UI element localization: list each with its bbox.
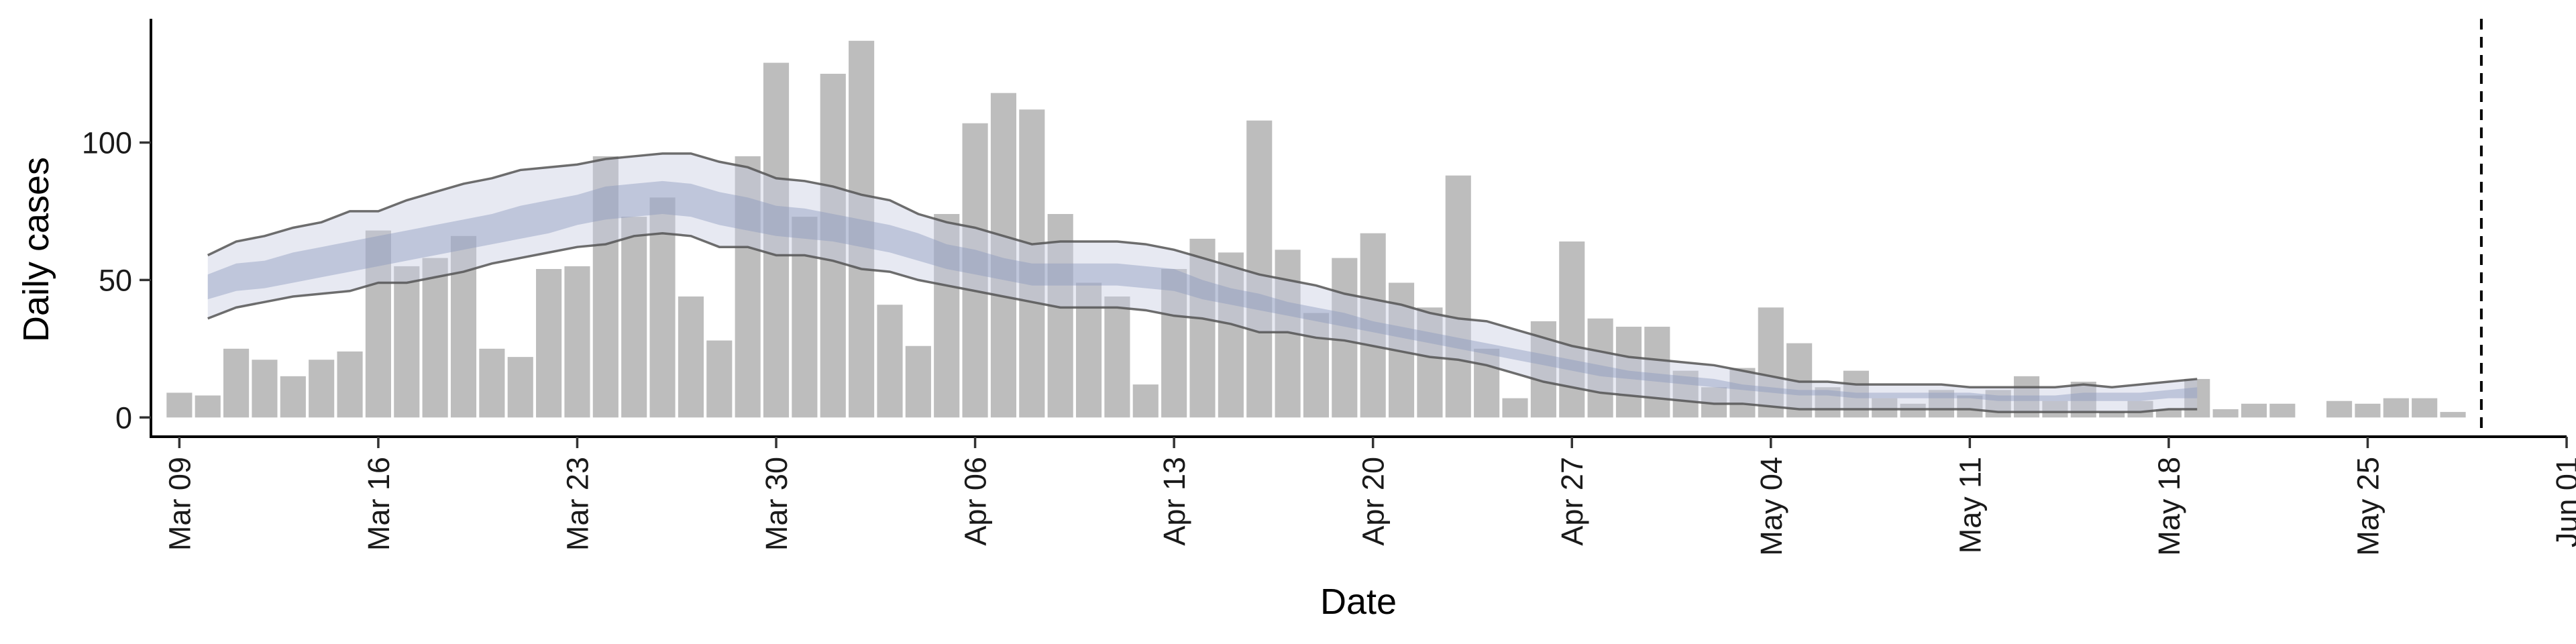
daily-case-bar <box>2042 400 2068 418</box>
daily-case-bar <box>2412 398 2438 418</box>
daily-case-bar <box>309 360 335 418</box>
daily-case-bar <box>820 73 846 418</box>
daily-case-bar <box>223 348 250 418</box>
x-tick-label: May 25 <box>2351 457 2385 556</box>
daily-case-bar <box>1218 252 1244 418</box>
daily-case-bar <box>2241 403 2267 418</box>
daily-case-bar <box>1474 348 1500 418</box>
daily-case-bar <box>1417 307 1443 418</box>
daily-case-bar <box>621 217 647 418</box>
daily-case-bar <box>564 266 590 418</box>
daily-case-bar <box>1104 296 1130 418</box>
daily-case-bar <box>2155 409 2182 418</box>
daily-case-bar <box>1758 307 1784 418</box>
daily-case-bar <box>166 392 193 418</box>
daily-case-bar <box>792 217 818 418</box>
x-tick-label: Apr 27 <box>1555 457 1589 546</box>
daily-case-bar <box>1957 395 1983 418</box>
daily-case-bar <box>905 345 931 418</box>
daily-case-bar <box>1019 109 1045 418</box>
x-tick-label: May 11 <box>1953 457 1987 553</box>
y-tick-label: 100 <box>82 125 132 160</box>
daily-case-bar <box>1729 368 1756 418</box>
x-tick-label: Mar 30 <box>759 457 794 551</box>
daily-case-bar <box>2355 403 2381 418</box>
ticks-layer: Mar 09 Mar 16 Mar 23 Mar 30 Apr 06 Apr 13 Apr … <box>82 125 2576 555</box>
x-axis-title: Date <box>1320 582 1397 622</box>
daily-case-bar <box>2127 400 2153 418</box>
daily-case-bar <box>592 156 619 418</box>
daily-case-bar <box>507 357 533 418</box>
daily-case-bar <box>1161 268 1187 418</box>
daily-case-bar <box>1900 403 1926 418</box>
estimate-band-layer <box>207 152 2198 413</box>
daily-case-bar <box>1872 398 1898 418</box>
estimate-50-interval-band <box>207 180 2198 401</box>
estimate-lower-bound-line <box>207 231 2198 413</box>
daily-case-bar <box>990 93 1017 418</box>
daily-case-bar <box>1075 282 1102 418</box>
daily-case-bar <box>2269 403 2296 418</box>
daily-case-bar <box>2014 376 2040 418</box>
daily-case-bar <box>1445 175 1471 418</box>
daily-case-bar <box>678 296 704 418</box>
x-tick-label: Mar 16 <box>362 457 396 551</box>
daily-case-bar <box>479 348 505 418</box>
daily-case-bar <box>1815 387 1841 418</box>
daily-case-bar <box>1246 120 1273 418</box>
daily-case-bar <box>1587 318 1613 418</box>
x-tick-label: Jun 01 <box>2550 457 2576 547</box>
daily-case-bar <box>450 235 477 418</box>
x-tick-label: Apr 13 <box>1157 457 1191 546</box>
daily-case-bar <box>735 156 761 418</box>
daily-case-bar <box>252 360 278 418</box>
daily-case-bar <box>1615 327 1642 418</box>
y-tick-label: 50 <box>99 263 132 297</box>
daily-case-bar <box>2326 400 2353 418</box>
daily-case-bar <box>422 258 448 418</box>
daily-case-bar <box>962 123 988 418</box>
daily-case-bar <box>1047 214 1073 418</box>
daily-case-bar <box>2184 378 2210 418</box>
daily-case-bar <box>1928 390 1955 418</box>
daily-case-bar <box>877 305 903 418</box>
daily-case-bar <box>1303 313 1330 418</box>
daily-case-bar <box>849 40 875 418</box>
axes-layer <box>150 19 2567 438</box>
daily-case-bar <box>763 62 790 418</box>
daily-case-bar <box>1132 384 1159 418</box>
daily-case-bar <box>1189 238 1216 418</box>
daily-case-bar <box>2212 409 2239 418</box>
daily-case-bar <box>1559 241 1585 418</box>
daily-case-bar <box>934 214 960 418</box>
daily-case-bar <box>1644 327 1670 418</box>
x-tick-label: Mar 09 <box>162 457 197 551</box>
y-tick-label: 0 <box>115 400 132 435</box>
daily-case-bar <box>536 268 562 418</box>
daily-case-bar <box>365 230 391 418</box>
daily-case-bar <box>2383 398 2409 418</box>
x-tick-label: Mar 23 <box>560 457 594 551</box>
x-tick-label: May 04 <box>1754 457 1788 556</box>
daily-case-bar <box>1672 370 1699 418</box>
daily-case-bar <box>706 340 733 418</box>
estimate-upper-bound-line <box>207 152 2198 388</box>
daily-case-bar <box>1332 258 1358 418</box>
daily-case-bar <box>337 351 363 418</box>
x-tick-label: Apr 06 <box>959 457 993 546</box>
daily-case-bar <box>2440 412 2466 418</box>
daily-case-bar <box>1502 398 1528 418</box>
daily-case-bar <box>280 376 306 418</box>
x-tick-label: Apr 20 <box>1356 457 1391 546</box>
daily-case-bar <box>394 266 420 418</box>
estimate-90-interval-band <box>207 153 2198 413</box>
y-axis-title: Daily cases <box>16 157 56 342</box>
daily-case-bar <box>2099 412 2125 418</box>
daily-case-bar <box>195 395 221 418</box>
daily-case-bar <box>1360 233 1386 418</box>
x-tick-label: May 18 <box>2152 457 2186 556</box>
